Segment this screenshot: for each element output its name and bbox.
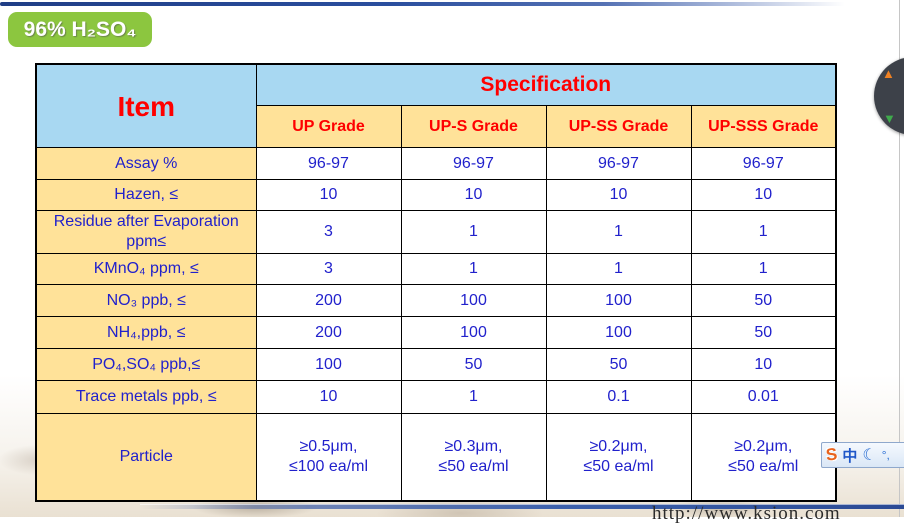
footer-url: http://www.ksion.com: [652, 503, 841, 524]
table-row: Residue after Evaporation ppm≤ 3 1 1 1: [35, 210, 837, 254]
value-cell: 100: [545, 316, 692, 349]
value-cell: 100: [400, 284, 547, 317]
value-cell: 1: [545, 210, 692, 254]
value-cell: ≥0.3μm, ≤50 ea/ml: [400, 413, 547, 501]
item-cell: NO₃ ppb, ≤: [35, 284, 257, 317]
ime-language-bar[interactable]: S 中 ☾ °,: [821, 442, 904, 468]
ime-mode-toggle[interactable]: 中: [842, 447, 858, 465]
value-cell: 3: [255, 210, 402, 254]
table-row: Particle ≥0.5μm, ≤100 ea/ml ≥0.3μm, ≤50 …: [35, 413, 837, 501]
value-cell: 96-97: [255, 147, 402, 180]
value-cell: 100: [255, 348, 402, 381]
value-cell: 50: [690, 316, 837, 349]
value-cell: 96-97: [545, 147, 692, 180]
value-cell: 50: [400, 348, 547, 381]
ime-punctuation-toggle[interactable]: °,: [881, 448, 890, 462]
ime-logo-icon[interactable]: S: [824, 444, 839, 465]
item-header-cell: Item: [35, 63, 257, 148]
value-cell: 10: [400, 179, 547, 211]
item-cell: PO₄,SO₄ ppb,≤: [35, 348, 257, 381]
value-cell: 200: [255, 284, 402, 317]
grade-header-up-s: UP-S Grade: [400, 105, 547, 148]
value-cell: ≥0.5μm, ≤100 ea/ml: [255, 413, 402, 501]
bottom-divider-line: [140, 504, 904, 509]
arrow-up-icon: ▲: [882, 66, 895, 81]
scroll-up-button[interactable]: ▲: [882, 67, 895, 80]
page-scroll-widget: ▲ ▼: [874, 57, 904, 135]
specification-table: Item Specification UP Grade UP-S Grade U…: [35, 63, 838, 502]
value-cell: ≥0.2μm, ≤50 ea/ml: [545, 413, 692, 501]
table-row: KMnO₄ ppm, ≤ 3 1 1 1: [35, 253, 837, 285]
table-row: NH₄,ppb, ≤ 200 100 100 50: [35, 316, 837, 349]
top-divider-line: [0, 2, 862, 6]
table-row: PO₄,SO₄ ppb,≤ 100 50 50 10: [35, 348, 837, 381]
value-cell: 10: [690, 179, 837, 211]
scroll-down-button[interactable]: ▼: [883, 112, 896, 125]
value-cell: 96-97: [400, 147, 547, 180]
value-cell: 1: [400, 210, 547, 254]
value-cell: 200: [255, 316, 402, 349]
value-cell: 1: [400, 253, 547, 285]
grade-header-up: UP Grade: [255, 105, 402, 148]
arrow-down-icon: ▼: [883, 111, 896, 126]
item-cell: Assay %: [35, 147, 257, 180]
value-cell: 1: [690, 210, 837, 254]
window-right-edge: [899, 0, 900, 517]
value-cell: 100: [400, 316, 547, 349]
value-cell: ≥0.2μm, ≤50 ea/ml: [690, 413, 837, 501]
table-row: Assay % 96-97 96-97 96-97 96-97: [35, 147, 837, 180]
value-cell: 1: [400, 380, 547, 414]
item-cell: Hazen, ≤: [35, 179, 257, 211]
slide-title-badge: 96% H₂SO₄: [8, 12, 152, 47]
value-cell: 10: [255, 380, 402, 414]
item-cell: Residue after Evaporation ppm≤: [35, 210, 257, 254]
table-row: Trace metals ppb, ≤ 10 1 0.1 0.01: [35, 380, 837, 414]
grade-header-up-ss: UP-SS Grade: [545, 105, 692, 148]
value-cell: 10: [545, 179, 692, 211]
value-cell: 0.1: [545, 380, 692, 414]
item-cell: Particle: [35, 413, 257, 501]
specification-header-cell: Specification: [255, 63, 837, 106]
table-row: Hazen, ≤ 10 10 10 10: [35, 179, 837, 211]
item-cell: KMnO₄ ppm, ≤: [35, 253, 257, 285]
item-cell: Trace metals ppb, ≤: [35, 380, 257, 414]
value-cell: 10: [690, 348, 837, 381]
value-cell: 50: [545, 348, 692, 381]
value-cell: 10: [255, 179, 402, 211]
value-cell: 3: [255, 253, 402, 285]
value-cell: 100: [545, 284, 692, 317]
value-cell: 0.01: [690, 380, 837, 414]
value-cell: 96-97: [690, 147, 837, 180]
value-cell: 50: [690, 284, 837, 317]
table-row: NO₃ ppb, ≤ 200 100 100 50: [35, 284, 837, 317]
value-cell: 1: [690, 253, 837, 285]
grade-header-up-sss: UP-SSS Grade: [690, 105, 837, 148]
ime-moon-icon[interactable]: ☾: [862, 447, 877, 464]
value-cell: 1: [545, 253, 692, 285]
item-cell: NH₄,ppb, ≤: [35, 316, 257, 349]
